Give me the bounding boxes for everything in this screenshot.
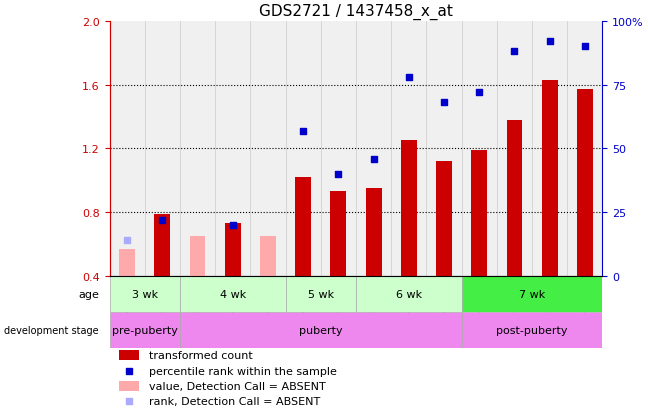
Bar (577, 90, 593, 276)
Point (122, 237, 132, 244)
Point (298, 128, 308, 135)
Bar (119, 351, 139, 360)
Text: 6 wk: 6 wk (396, 289, 422, 299)
Bar (190, 237, 205, 276)
Text: value, Detection Call = ABSENT: value, Detection Call = ABSENT (149, 381, 326, 391)
Point (157, 217, 168, 224)
Bar (225, 224, 240, 276)
Bar (330, 192, 346, 276)
FancyBboxPatch shape (180, 276, 286, 312)
Text: post-puberty: post-puberty (496, 325, 568, 335)
Text: percentile rank within the sample: percentile rank within the sample (149, 366, 337, 375)
Point (474, 90, 485, 96)
Point (404, 74, 414, 81)
Text: puberty: puberty (299, 325, 343, 335)
Bar (295, 178, 311, 276)
FancyBboxPatch shape (180, 312, 461, 348)
Bar (119, 381, 139, 391)
Point (530, 28, 540, 34)
Text: 5 wk: 5 wk (308, 289, 334, 299)
Bar (471, 151, 487, 276)
Point (530, 306, 540, 312)
FancyBboxPatch shape (356, 276, 461, 312)
Text: transformed count: transformed count (149, 350, 253, 360)
Bar (154, 214, 170, 276)
Point (439, 100, 449, 107)
Text: rank, Detection Call = ABSENT: rank, Detection Call = ABSENT (149, 396, 320, 406)
Text: pre-puberty: pre-puberty (112, 325, 178, 335)
Bar (365, 189, 382, 276)
FancyBboxPatch shape (461, 276, 603, 312)
Text: 3 wk: 3 wk (132, 289, 158, 299)
Bar (507, 120, 522, 276)
FancyBboxPatch shape (110, 276, 180, 312)
Point (333, 171, 343, 178)
Point (369, 156, 379, 163)
Text: 7 wk: 7 wk (519, 289, 545, 299)
Title: GDS2721 / 1437458_x_at: GDS2721 / 1437458_x_at (259, 4, 453, 20)
Text: 4 wk: 4 wk (220, 289, 246, 299)
Point (580, 44, 590, 50)
FancyBboxPatch shape (461, 312, 603, 348)
Bar (542, 81, 557, 276)
Text: age: age (78, 289, 99, 299)
Point (227, 222, 238, 229)
Point (544, 39, 555, 45)
Bar (260, 237, 276, 276)
Bar (436, 162, 452, 276)
Text: development stage: development stage (5, 325, 99, 335)
Bar (119, 249, 135, 276)
Bar (401, 141, 417, 276)
FancyBboxPatch shape (110, 312, 180, 348)
Point (509, 49, 520, 55)
FancyBboxPatch shape (286, 276, 356, 312)
